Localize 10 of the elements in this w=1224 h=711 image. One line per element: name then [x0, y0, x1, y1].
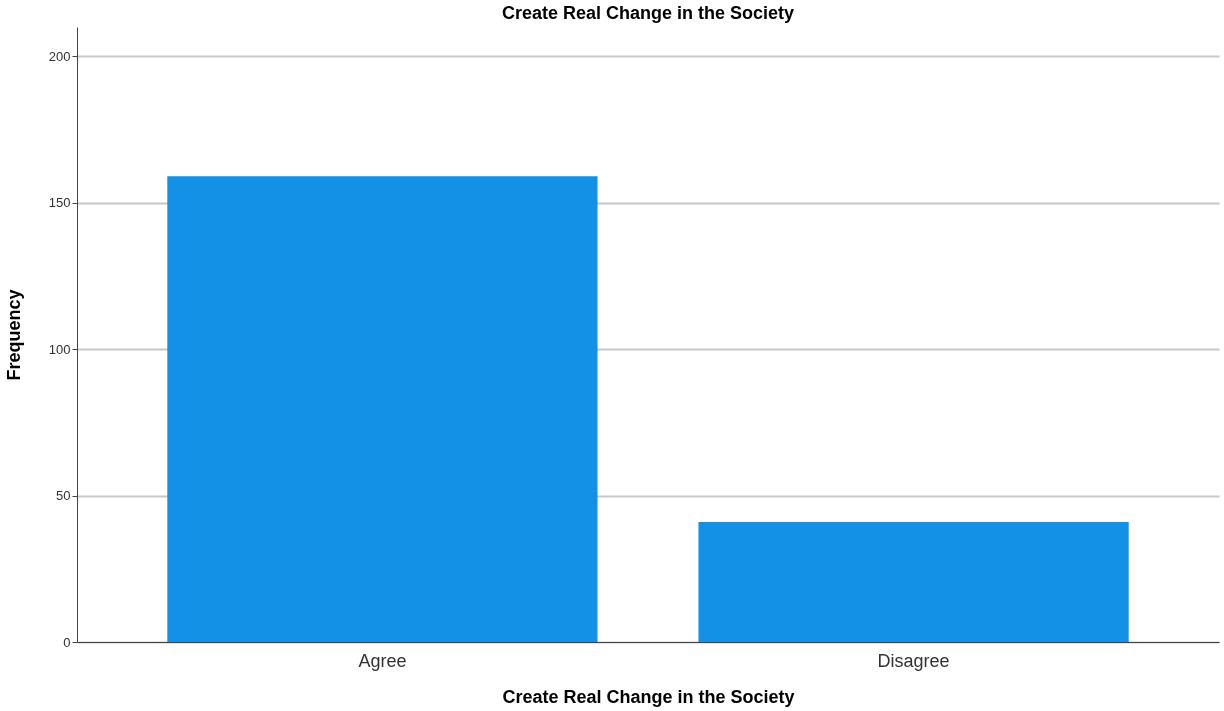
- y-tick-label: 50: [56, 488, 71, 504]
- x-axis-title: Create Real Change in the Society: [502, 686, 795, 707]
- chart-title: Create Real Change in the Society: [501, 3, 795, 23]
- y-axis-title: Frequency: [3, 289, 24, 381]
- y-tick-label: 100: [48, 341, 71, 357]
- y-tick-label: 0: [63, 634, 71, 650]
- x-tick-label: Agree: [358, 650, 407, 671]
- y-tick-label: 150: [48, 195, 71, 211]
- x-tick-label: Disagree: [877, 650, 950, 671]
- y-tick-label: 200: [48, 48, 71, 64]
